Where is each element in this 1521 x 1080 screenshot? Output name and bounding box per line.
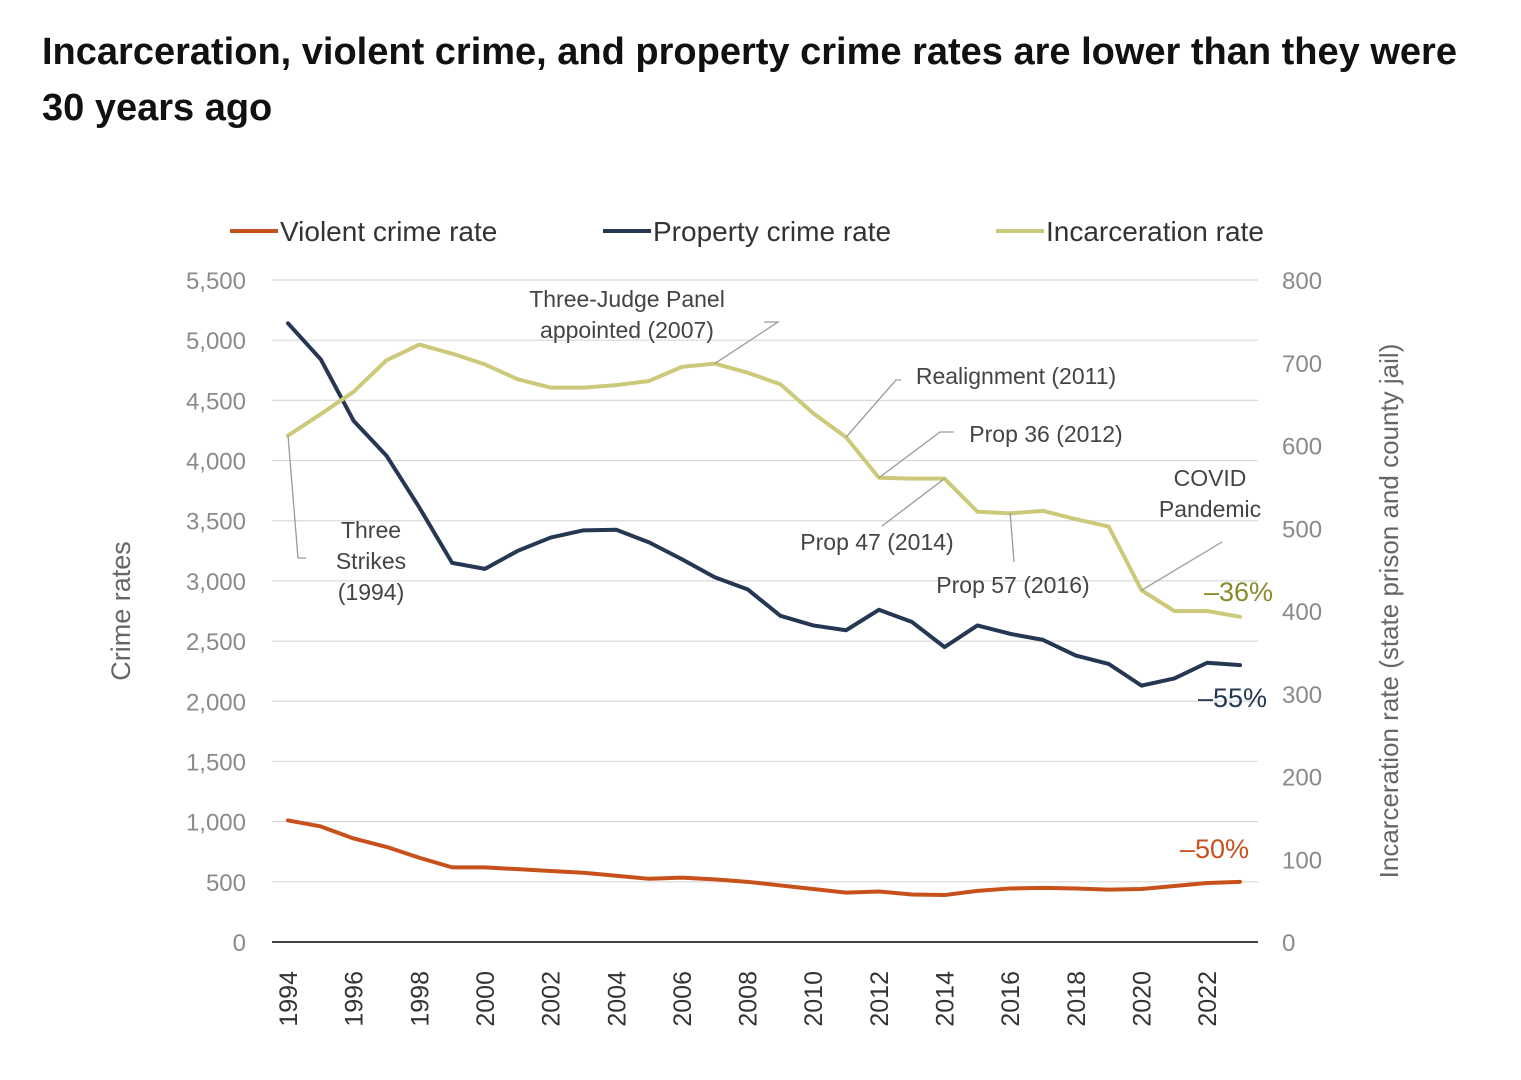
right-tick-label: 600: [1282, 434, 1322, 461]
x-tick-label: 2020: [1129, 971, 1157, 1027]
series-end-label: –55%: [1198, 683, 1267, 713]
annotation-label: Prop 36 (2012): [969, 421, 1122, 447]
series-lines: [286, 321, 1242, 898]
left-tick-label: 4,000: [186, 449, 246, 476]
x-tick-label: 1996: [341, 971, 369, 1027]
left-tick-label: 1,500: [186, 749, 246, 776]
annotation-leader: [881, 478, 945, 527]
x-tick-label: 2018: [1063, 971, 1091, 1027]
x-tick-label: 2022: [1194, 971, 1222, 1027]
legend-label: Incarceration rate: [1046, 216, 1264, 247]
annotations: Three-Judge Panel appointed (2007) Realign…: [287, 286, 1273, 864]
series-end-label: –36%: [1204, 577, 1273, 607]
annotation-label: Realignment (2011): [916, 363, 1116, 389]
annotation-label: Three-Judge Panel appointed (2007): [529, 286, 725, 343]
right-tick-label: 400: [1282, 599, 1322, 626]
x-tick-label: 2006: [669, 971, 697, 1027]
x-tick-label: 2000: [472, 971, 500, 1027]
left-tick-label: 3,500: [186, 509, 246, 536]
right-tick-label: 200: [1282, 765, 1322, 792]
left-tick-label: 2,000: [186, 689, 246, 716]
axes: 0 500 1,000 1,500 2,000 2,500 3,000 3,500 4,000 4…: [106, 268, 1404, 1027]
x-tick-label: 2004: [603, 971, 631, 1027]
annotation-leader: [845, 379, 901, 438]
x-tick-label: 1998: [406, 971, 434, 1027]
annotation-leader: [1009, 513, 1015, 563]
left-tick-label: 5,000: [186, 328, 246, 355]
left-tick-label: 5,500: [186, 268, 246, 295]
left-tick-label: 500: [206, 870, 246, 897]
left-tick-label: 3,000: [186, 569, 246, 596]
right-tick-label: 700: [1282, 351, 1322, 378]
annotation-leader: [287, 435, 306, 559]
annotation-leader: [1141, 541, 1223, 591]
annotation-leader: [878, 431, 954, 479]
x-tick-label: 2002: [538, 971, 566, 1027]
annotation-label: Three Strikes (1994): [336, 517, 406, 605]
gridlines: [272, 279, 1258, 883]
y-axis-title-right: Incarceration rate (state prison and cou…: [1374, 344, 1404, 879]
x-tick-label: 2014: [932, 971, 960, 1027]
right-tick-label: 100: [1282, 847, 1322, 874]
chart-title: Incarceration, violent crime, and proper…: [42, 31, 1457, 129]
legend-label: Violent crime rate: [280, 216, 497, 247]
left-tick-label: 0: [233, 930, 246, 957]
annotation-label: Prop 47 (2014): [800, 529, 953, 555]
series-line: [286, 321, 1242, 688]
left-tick-label: 2,500: [186, 629, 246, 656]
series-line: [286, 342, 1242, 619]
annotation-label: Prop 57 (2016): [936, 572, 1089, 598]
left-tick-label: 1,000: [186, 810, 246, 837]
series-end-label: –50%: [1180, 834, 1249, 864]
annotation-leader: [714, 321, 781, 365]
series-line: [286, 818, 1242, 898]
right-tick-label: 0: [1282, 930, 1295, 957]
legend-label: Property crime rate: [653, 216, 891, 247]
x-tick-label: 2010: [800, 971, 828, 1027]
right-tick-label: 800: [1282, 268, 1322, 295]
x-tick-label: 2016: [997, 971, 1025, 1027]
y-axis-title-left: Crime rates: [106, 541, 136, 681]
x-tick-label: 2008: [735, 971, 763, 1027]
left-tick-label: 4,500: [186, 388, 246, 415]
annotation-label: COVID Pandemic: [1159, 465, 1261, 522]
right-tick-label: 500: [1282, 516, 1322, 543]
right-tick-label: 300: [1282, 682, 1322, 709]
x-tick-label: 2012: [866, 971, 894, 1027]
legend: Violent crime rate Property crime rate Inc…: [230, 216, 1264, 247]
x-tick-label: 1994: [275, 971, 303, 1027]
